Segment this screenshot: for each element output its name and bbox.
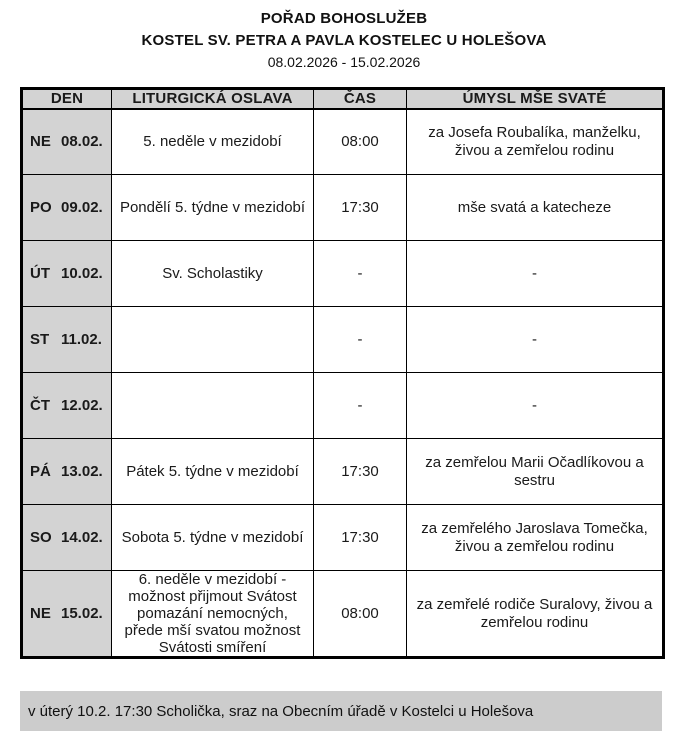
day-cell: PÁ 13.02. <box>21 438 112 505</box>
day-cell: SO 14.02. <box>21 504 112 571</box>
day-abbr: PO <box>30 199 52 216</box>
time-cell: 17:30 <box>313 438 407 505</box>
time-cell: 08:00 <box>313 570 407 658</box>
celebration-cell: Pátek 5. týdne v mezidobí <box>111 438 314 505</box>
celebration-cell: Pondělí 5. týdne v mezidobí <box>111 174 314 241</box>
table-row-ut-1002: ÚT 10.02. Sv. Scholastiky - - <box>21 240 664 307</box>
day-date: 08.02. <box>61 133 103 151</box>
time-cell: - <box>313 240 407 307</box>
day-date: 11.02. <box>61 331 102 348</box>
day-cell: ČT 12.02. <box>21 372 112 439</box>
day-abbr: NE <box>30 133 51 151</box>
intention-cell: za zemřelého Jaroslava Tomečka, živou a … <box>406 504 664 571</box>
day-date: 09.02. <box>61 199 103 216</box>
table-row-ct-1202: ČT 12.02. - - <box>21 372 664 439</box>
celebration-cell: 5. neděle v mezidobí <box>111 108 314 175</box>
page-title: POŘAD BOHOSLUŽEB <box>260 10 428 27</box>
day-cell: ÚT 10.02. <box>21 240 112 307</box>
table-row-ne-0802: NE 08.02. 5. neděle v mezidobí 08:00 za J… <box>21 108 664 175</box>
time-cell: 08:00 <box>313 108 407 175</box>
day-abbr: ST <box>30 331 50 348</box>
day-abbr: SO <box>30 529 52 546</box>
celebration-cell: Sv. Scholastiky <box>111 240 314 307</box>
celebration-cell: Sobota 5. týdne v mezidobí <box>111 504 314 571</box>
time-cell: 17:30 <box>313 174 407 241</box>
table-row-ne-1502: NE 15.02. 6. neděle v mezidobí - možnost … <box>21 570 664 658</box>
table-row-st-1102: ST 11.02. - - <box>21 306 664 373</box>
table-row-po-0902: PO 09.02. Pondělí 5. týdne v mezidobí 17:… <box>21 174 664 241</box>
day-abbr: ÚT <box>30 265 50 282</box>
footer-note-text: v úterý 10.2. 17:30 Scholička, sraz na O… <box>28 702 534 720</box>
day-cell: PO 09.02. <box>21 174 112 241</box>
intention-cell: - <box>406 372 664 439</box>
celebration-cell: 6. neděle v mezidobí - možnost přijmout … <box>111 570 314 658</box>
intention-cell: za Josefa Roubalíka, manželku, živou a z… <box>406 108 664 175</box>
column-header-cas: ČAS <box>313 88 407 110</box>
time-cell: - <box>313 306 407 373</box>
time-cell: - <box>313 372 407 439</box>
footer-note-bar: v úterý 10.2. 17:30 Scholička, sraz na O… <box>20 691 662 731</box>
intention-cell: - <box>406 306 664 373</box>
celebration-cell <box>111 372 314 439</box>
column-header-den: DEN <box>21 88 112 110</box>
intention-cell: mše svatá a katecheze <box>406 174 664 241</box>
schedule-table: DEN LITURGICKÁ OSLAVA ČAS ÚMYSL MŠE SVAT… <box>20 87 665 659</box>
celebration-cell <box>111 306 314 373</box>
day-date: 10.02. <box>61 265 103 282</box>
title-block: POŘAD BOHOSLUŽEB KOSTEL SV. PETRA A PAVL… <box>0 0 688 73</box>
church-name: KOSTEL SV. PETRA A PAVLA KOSTELEC U HOLE… <box>141 32 547 49</box>
day-cell: NE 15.02. <box>21 570 112 658</box>
table-row-pa-1302: PÁ 13.02. Pátek 5. týdne v mezidobí 17:30… <box>21 438 664 505</box>
day-date: 13.02. <box>61 463 103 480</box>
day-abbr: PÁ <box>30 463 51 480</box>
column-header-liturgicka-oslava: LITURGICKÁ OSLAVA <box>111 88 314 110</box>
intention-cell: za zemřelou Marii Očadlíkovou a sestru <box>406 438 664 505</box>
date-range: 08.02.2026 - 15.02.2026 <box>267 54 421 70</box>
day-cell: NE 08.02. <box>21 108 112 175</box>
intention-cell: za zemřelé rodiče Suralovy, živou a zemř… <box>406 570 664 658</box>
day-abbr: ČT <box>30 397 50 414</box>
table-header-row: DEN LITURGICKÁ OSLAVA ČAS ÚMYSL MŠE SVAT… <box>21 88 664 110</box>
day-date: 15.02. <box>61 605 103 622</box>
day-date: 14.02. <box>61 529 103 546</box>
day-date: 12.02. <box>61 397 103 414</box>
column-header-umysl-mse-svate: ÚMYSL MŠE SVATÉ <box>406 88 664 110</box>
time-cell: 17:30 <box>313 504 407 571</box>
day-cell: ST 11.02. <box>21 306 112 373</box>
table-row-so-1402: SO 14.02. Sobota 5. týdne v mezidobí 17:3… <box>21 504 664 571</box>
intention-cell: - <box>406 240 664 307</box>
day-abbr: NE <box>30 605 51 622</box>
